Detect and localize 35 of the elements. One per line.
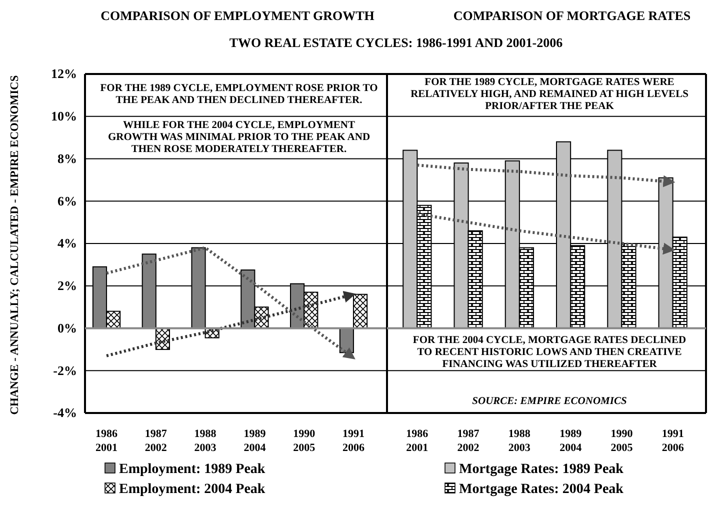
annotation: SOURCE: EMPIRE ECONOMICS <box>472 396 627 407</box>
y-tick-label: 0% <box>58 320 77 336</box>
x-tick-label: 1990 2005 <box>610 428 634 454</box>
y-tick-label: 4% <box>58 236 77 251</box>
y-tick-label: 10% <box>51 108 77 124</box>
x-tick-label: 1991 2006 <box>342 428 365 454</box>
y-tick-label: -4% <box>53 405 77 420</box>
x-tick-label: 1989 2004 <box>560 428 582 454</box>
annotation: FOR THE 2004 CYCLE, MORTGAGE RATES DECLINED TO RECENT HISTORIC LOWS AND THEN CREATIVE FINANCING WAS UTILIZED THEREAFTER <box>412 335 686 370</box>
y-tick-label: -2% <box>53 362 77 378</box>
annotation: FOR THE 1989 CYCLE, MORTGAGE RATES WERE RELATIVELY HIGH, AND REMAINED AT HIGH LEVELS PRIOR/AFTER THE PEAK <box>410 77 689 112</box>
y-tick-label: 2% <box>58 278 77 294</box>
legend-label: Mortgage Rates: 2004 Peak <box>459 482 624 497</box>
y-tick-label: 8% <box>58 150 77 166</box>
x-tick-label: 1990 2005 <box>293 428 316 454</box>
x-tick-label: 1991 2006 <box>662 428 684 454</box>
legend-label: Employment: 1989 Peak <box>119 462 266 477</box>
annotation: WHILE FOR THE 2004 CYCLE, EMPLOYMENT GROWTH WAS MINIMAL PRIOR TO THE PEAK AND THEN ROSE MODERATELY THEREAFTER. <box>108 120 370 156</box>
chart-subtitle: TWO REAL ESTATE CYCLES: 1986-1991 AND 2001-2006 <box>229 35 564 50</box>
bar <box>352 294 368 329</box>
annotation: FOR THE 1989 CYCLE, EMPLOYMENT ROSE PRIOR TO THE PEAK AND THEN DECLINED THEREAFTER. <box>100 83 378 106</box>
x-tick-label: 1989 2004 <box>244 428 266 454</box>
x-tick-label: 1986 2001 <box>406 428 429 454</box>
legend-label: Mortgage Rates: 1989 Peak <box>459 462 624 477</box>
x-tick-label: 1987 2002 <box>144 428 168 454</box>
y-axis-title: CHANGE - ANNUALLY; CALCULATED - EMPIRE ECONOMICS <box>9 75 21 415</box>
y-tick-label: 6% <box>58 193 77 208</box>
chart-title: COMPARISON OF EMPLOYMENT GROWTH <box>100 8 374 23</box>
x-tick-label: 1988 2003 <box>508 428 531 454</box>
x-tick-label: 1988 2003 <box>194 428 217 454</box>
x-tick-label: 1986 2001 <box>96 428 118 454</box>
y-tick-label: 12% <box>51 66 77 82</box>
x-tick-label: 1987 2002 <box>457 428 480 454</box>
legend-label: Employment: 2004 Peak <box>119 482 266 497</box>
chart-title: COMPARISON OF MORTGAGE RATES <box>453 8 691 23</box>
